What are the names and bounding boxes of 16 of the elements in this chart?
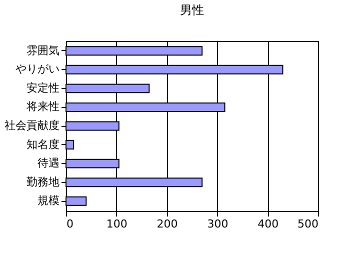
- x-tick-label: 500: [298, 218, 318, 230]
- x-tick-label: 300: [207, 218, 228, 230]
- y-tick-label: 将来性: [26, 100, 60, 114]
- x-tick-label: 0: [66, 218, 74, 230]
- x-tick-label: 100: [106, 218, 128, 230]
- y-tick-label: やりがい: [16, 62, 60, 76]
- y-tick-label: 雰囲気: [26, 44, 60, 57]
- y-tick-label: 知名度: [26, 138, 60, 151]
- y-tick-label: 待遇: [38, 156, 60, 170]
- x-tick-label: 200: [156, 218, 178, 230]
- y-tick-label: 勤務地: [26, 175, 60, 188]
- y-tick-label: 社会貢献度: [4, 119, 60, 132]
- y-tick-label: 安定性: [26, 81, 60, 94]
- chart-title: 男性: [180, 3, 204, 17]
- y-tick-label: 規模: [38, 194, 60, 208]
- x-tick-label: 400: [258, 218, 279, 230]
